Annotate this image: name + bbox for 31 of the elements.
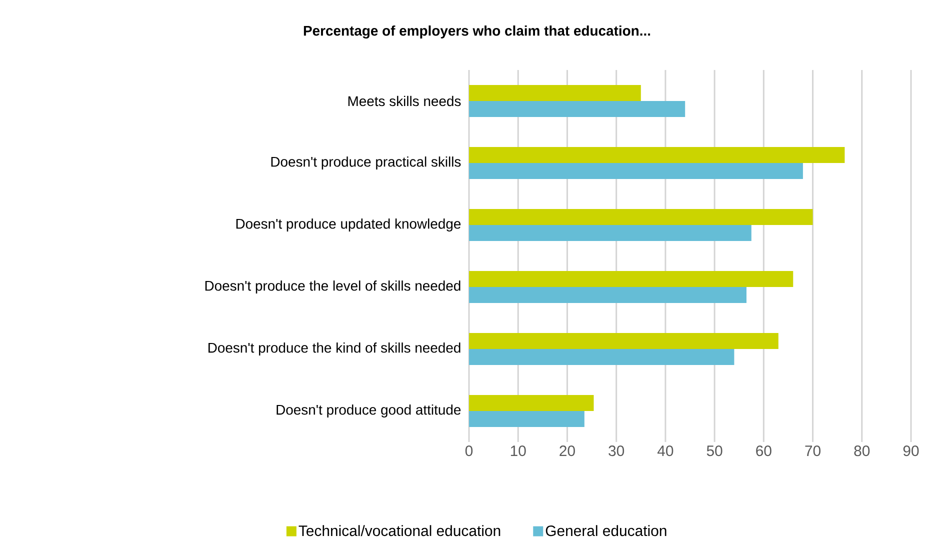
x-tick-label: 60: [756, 445, 772, 456]
x-tick-label: 40: [657, 445, 674, 456]
chart-title: Percentage of employers who claim that education...: [304, 25, 650, 38]
bar: [469, 146, 845, 163]
bar: [469, 286, 746, 303]
bar: [469, 224, 752, 241]
legend-label: Technical/vocational education: [298, 524, 500, 536]
bar: [469, 332, 778, 349]
bar: [469, 270, 794, 287]
x-tick-label: 30: [608, 445, 624, 456]
x-tick-label: 20: [560, 445, 575, 456]
bar: [469, 84, 641, 101]
y-tick-label: Doesn't produce the level of skills needed: [205, 280, 460, 294]
y-tick-label: Doesn't produce good attitude: [276, 404, 461, 418]
x-tick-label: 70: [805, 445, 820, 456]
x-tick-label: 10: [510, 445, 526, 456]
bar: [469, 100, 686, 117]
bar: [469, 208, 813, 225]
bar: [469, 162, 803, 179]
legend-label: General education: [546, 524, 666, 536]
y-tick-label: Doesn't produce updated knowledge: [236, 218, 461, 232]
bar: [469, 410, 584, 427]
x-tick-label: 80: [854, 445, 870, 456]
y-tick-label: Doesn't produce practical skills: [271, 156, 461, 170]
x-tick-label: 0: [465, 445, 473, 456]
bar: [469, 348, 734, 365]
x-tick-label: 50: [706, 445, 722, 456]
x-tick-label: 90: [903, 445, 919, 456]
y-tick-label: Doesn't produce the kind of skills needed: [208, 342, 460, 356]
y-tick-label: Meets skills needs: [348, 96, 461, 106]
bar: [469, 394, 594, 411]
